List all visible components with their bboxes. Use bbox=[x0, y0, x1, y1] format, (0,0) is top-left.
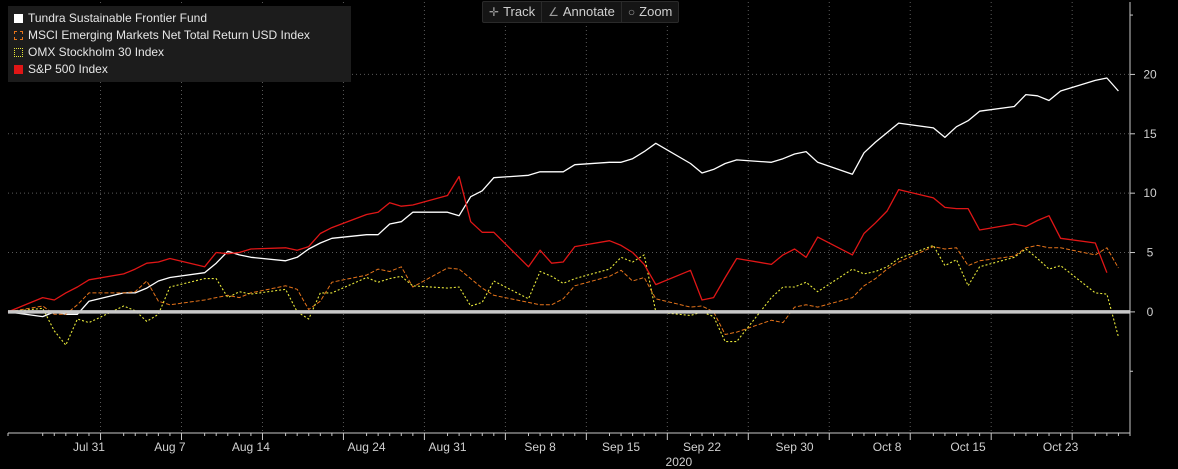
x-tick-label: Aug 31 bbox=[429, 440, 467, 454]
zoom-button[interactable]: ○ Zoom bbox=[620, 2, 678, 22]
legend-item: Tundra Sustainable Frontier Fund bbox=[8, 10, 351, 26]
series-line-4 bbox=[7, 175, 1108, 313]
x-tick-label: Sep 22 bbox=[683, 440, 721, 454]
legend-swatch bbox=[14, 47, 23, 57]
x-tick-label: Oct 15 bbox=[950, 440, 986, 454]
y-tick-label: 0 bbox=[1147, 305, 1154, 319]
zoom-label: Zoom bbox=[639, 4, 673, 19]
annotate-button[interactable]: ∠ Annotate bbox=[541, 2, 621, 22]
x-tick-label: Jul 31 bbox=[73, 440, 105, 454]
series-line-2 bbox=[7, 244, 1119, 335]
legend-label: MSCI Emerging Markets Net Total Return U… bbox=[28, 28, 310, 42]
legend-item: MSCI Emerging Markets Net Total Return U… bbox=[8, 27, 351, 43]
y-tick-label: 15 bbox=[1143, 127, 1157, 141]
legend-label: OMX Stockholm 30 Index bbox=[28, 45, 165, 59]
legend-label: S&P 500 Index bbox=[28, 62, 108, 76]
x-tick-label: Oct 23 bbox=[1043, 440, 1079, 454]
x-tick-label: Aug 7 bbox=[154, 440, 186, 454]
chart-legend: Tundra Sustainable Frontier Fund MSCI Eme… bbox=[8, 6, 351, 82]
legend-swatch bbox=[14, 13, 23, 23]
x-tick-label: Oct 8 bbox=[873, 440, 902, 454]
legend-swatch bbox=[14, 30, 23, 40]
magnifier-icon: ○ bbox=[627, 5, 636, 19]
crosshair-icon: ✛ bbox=[489, 5, 500, 19]
y-tick-label: 5 bbox=[1147, 246, 1154, 260]
legend-swatch bbox=[14, 64, 23, 74]
legend-item: OMX Stockholm 30 Index bbox=[8, 44, 351, 60]
y-tick-label: 10 bbox=[1143, 186, 1157, 200]
pencil-icon: ∠ bbox=[548, 5, 559, 19]
x-tick-label: Sep 15 bbox=[602, 440, 640, 454]
y-tick-label: 20 bbox=[1143, 67, 1157, 81]
x-axis-title: 2020 bbox=[666, 455, 693, 469]
x-tick-label: Sep 30 bbox=[776, 440, 814, 454]
legend-item: S&P 500 Index bbox=[8, 61, 351, 77]
series-line-3 bbox=[7, 244, 1119, 346]
track-button[interactable]: ✛ Track bbox=[483, 2, 541, 22]
annotate-label: Annotate bbox=[562, 4, 615, 19]
x-tick-label: Aug 24 bbox=[348, 440, 386, 454]
x-tick-label: Aug 14 bbox=[232, 440, 270, 454]
series-line-1 bbox=[7, 77, 1119, 318]
x-tick-label: Sep 8 bbox=[524, 440, 556, 454]
chart-toolbar: ✛ Track ∠ Annotate ○ Zoom bbox=[482, 1, 680, 23]
track-label: Track bbox=[503, 4, 536, 19]
legend-label: Tundra Sustainable Frontier Fund bbox=[28, 11, 207, 25]
